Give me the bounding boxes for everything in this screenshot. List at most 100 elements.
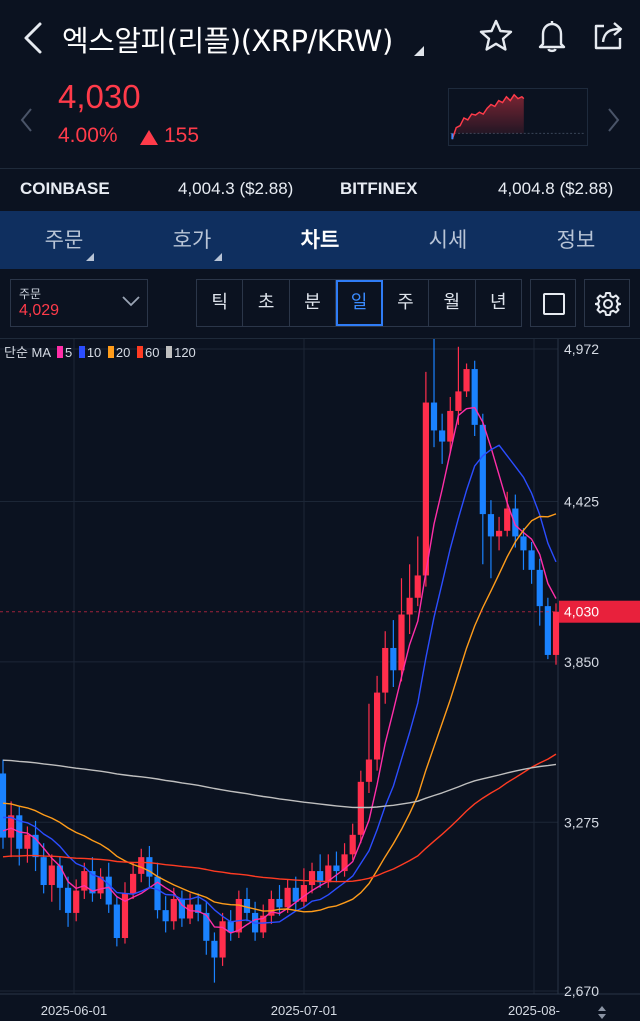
y-tick-label: 2,670 xyxy=(564,983,599,999)
exchange-price-row: COINBASE 4,004.3 ($2.88) BITFINEX 4,004.… xyxy=(0,169,640,211)
exchange-name-coinbase: COINBASE xyxy=(20,179,110,198)
chart-settings-button[interactable] xyxy=(584,279,630,327)
period-tick-button[interactable]: 틱 xyxy=(197,280,244,326)
square-icon xyxy=(543,293,565,315)
candle-body xyxy=(422,402,429,576)
y-tick-label: 3,850 xyxy=(564,654,599,670)
mini-sparkline-chart[interactable] xyxy=(448,88,588,146)
candle-body xyxy=(243,898,251,913)
candle-body xyxy=(0,773,7,838)
candle-body xyxy=(317,871,324,883)
candlestick-chart[interactable]: 4,972 4,425 3,850 3,275 2,670 4,030 2025-06-01… xyxy=(0,339,640,1021)
period-year-button[interactable]: 년 xyxy=(489,292,507,313)
period-day-button[interactable]: 일 xyxy=(336,280,383,326)
ma5-label: 5 xyxy=(64,345,73,360)
tab-market[interactable]: 시세 xyxy=(428,228,468,252)
candle-body xyxy=(552,611,560,655)
y-tick-label: 3,275 xyxy=(564,814,599,830)
candle-body xyxy=(8,815,15,838)
ma-legend-prefix: 단순 MA xyxy=(4,345,51,360)
bell-icon[interactable] xyxy=(534,18,570,54)
change-percent: 4.00% xyxy=(58,124,118,147)
scroll-handle-icon[interactable] xyxy=(598,1006,606,1019)
title-dropdown-caret-icon[interactable] xyxy=(414,46,424,56)
page-title[interactable]: 엑스알피(리플)(XRP/KRW) xyxy=(62,24,393,58)
candle-body xyxy=(373,692,381,760)
star-icon[interactable] xyxy=(478,18,514,54)
candle-body xyxy=(130,873,137,894)
candle-body xyxy=(276,898,283,908)
top-header: 엑스알피(리플)(XRP/KRW) xyxy=(0,0,640,78)
candle-body xyxy=(235,898,242,933)
period-minute-button[interactable]: 분 xyxy=(290,280,337,326)
candle-body xyxy=(495,530,503,537)
share-icon[interactable] xyxy=(590,18,626,54)
tab-order[interactable]: 주문 xyxy=(44,228,84,252)
candle-body xyxy=(487,514,495,537)
fullscreen-button[interactable] xyxy=(530,279,576,327)
x-tick-label: 2025-06-01 xyxy=(41,1003,108,1018)
candle-body xyxy=(105,876,112,905)
candle-body xyxy=(455,391,462,411)
candle-body xyxy=(512,508,519,537)
ma120-line xyxy=(2,759,557,809)
next-coin-arrow-icon[interactable] xyxy=(604,106,622,134)
candle-body xyxy=(479,424,486,515)
candle-body xyxy=(121,893,129,939)
candle-body xyxy=(333,865,340,872)
y-tick-label: 4,972 xyxy=(564,341,599,357)
candle-body xyxy=(162,910,169,922)
main-tabs: 주문 호가 차트 시세 정보 xyxy=(0,211,640,269)
candle-body xyxy=(308,871,316,886)
order-quick-select[interactable]: 주문 4,029 xyxy=(10,279,148,327)
ma10-line xyxy=(3,444,557,924)
candle-body xyxy=(146,857,153,877)
candle-body xyxy=(365,759,373,782)
tab-orderbook[interactable]: 호가 xyxy=(172,228,212,252)
back-icon[interactable] xyxy=(18,18,48,58)
period-second-button[interactable]: 초 xyxy=(243,280,290,326)
candle-body xyxy=(211,940,218,958)
candle-body xyxy=(284,887,291,908)
candle-body xyxy=(430,402,438,431)
order-label: 주문 xyxy=(19,287,42,301)
candle-body xyxy=(64,887,72,913)
ma10-label: 10 xyxy=(86,345,102,360)
candle-body xyxy=(300,885,307,902)
candle-body xyxy=(81,871,88,891)
candle-body xyxy=(292,887,299,902)
candle-body xyxy=(439,430,446,442)
ma20-swatch xyxy=(107,346,114,358)
candle-body xyxy=(528,550,535,570)
tab-orderbook-dropdown-icon xyxy=(214,253,222,261)
prev-coin-arrow-icon[interactable] xyxy=(18,106,36,134)
candle-body xyxy=(56,865,64,888)
ma60-swatch xyxy=(137,346,143,358)
period-week-button[interactable]: 주 xyxy=(383,280,430,326)
ma60-label: 60 xyxy=(145,345,160,360)
order-value: 4,029 xyxy=(19,302,60,319)
candle-body xyxy=(195,904,202,913)
period-selector: 틱 초 분 일 주 월 년 xyxy=(196,279,522,327)
candle-body xyxy=(32,834,39,858)
ma120-label: 120 xyxy=(174,345,196,360)
candle-body xyxy=(447,410,454,442)
candle-body xyxy=(24,834,31,849)
candle-body xyxy=(154,876,161,911)
current-price-label: 4,030 xyxy=(564,604,599,620)
candle-body xyxy=(138,857,145,874)
candle-body xyxy=(390,647,397,671)
ma20-label: 20 xyxy=(115,345,131,360)
change-amount: 155 xyxy=(164,124,200,147)
exchange-value-bitfinex: 4,004.8 ($2.88) xyxy=(498,179,614,198)
x-tick-label: 2025-08- xyxy=(508,1003,560,1018)
tab-info[interactable]: 정보 xyxy=(556,228,596,252)
candle-body xyxy=(178,898,186,919)
candle-body xyxy=(227,921,234,933)
chevron-down-icon xyxy=(122,296,140,307)
tab-chart[interactable]: 차트 xyxy=(300,228,340,252)
candle-body xyxy=(40,857,47,886)
period-month-button[interactable]: 월 xyxy=(429,280,476,326)
candle-body xyxy=(398,614,405,671)
candle-body xyxy=(73,890,80,913)
